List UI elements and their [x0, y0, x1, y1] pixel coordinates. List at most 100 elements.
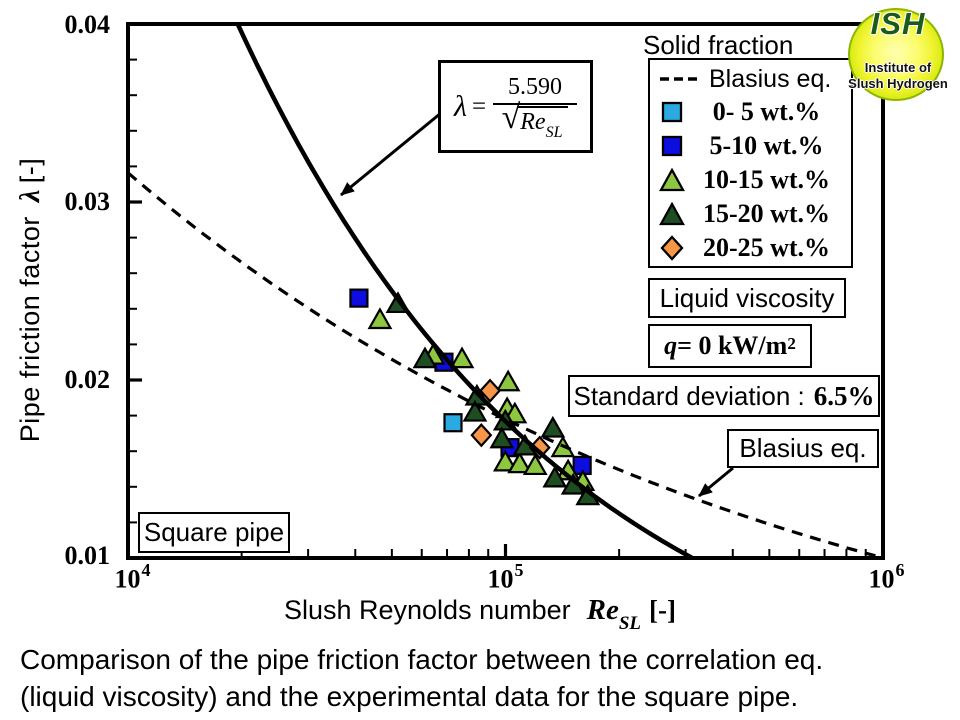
blasius-curve: [126, 171, 884, 560]
legend-entry-blasius: Blasius eq.: [650, 63, 851, 95]
square-pipe-label: Square pipe: [143, 517, 285, 547]
blasius-arrow: [698, 466, 734, 498]
data-point: [443, 413, 463, 433]
data-point: [449, 346, 475, 369]
legend-entry: 20-25 wt.%: [650, 231, 851, 265]
data-point: [540, 415, 566, 438]
equation-numerator: 5.590: [493, 74, 578, 105]
blasius-eq-box: Blasius eq.: [727, 429, 879, 468]
square-marker-icon: [661, 101, 683, 123]
square-pipe-box: Square pipe: [138, 512, 290, 553]
liquid-viscosity-label: Liquid viscosity: [659, 282, 835, 313]
data-point: [542, 465, 568, 488]
legend-marker: [659, 167, 685, 192]
caption-line-2: (liquid viscosity) and the experimental …: [20, 681, 799, 712]
x-tick-label: 104: [92, 560, 172, 595]
sqrt-symbol: √: [501, 98, 521, 136]
equation-radicand: ReSL: [517, 105, 569, 142]
equation-re-sub: SL: [545, 124, 563, 142]
re-subscript: SL: [618, 613, 642, 635]
heat-flux-box: q = 0 kW/m 2: [648, 324, 812, 368]
diamond-marker-icon: [660, 235, 684, 261]
logo-circle-icon: [848, 8, 944, 101]
equation-arrow: [340, 111, 442, 197]
legend-marker: [661, 135, 683, 157]
data-point: [492, 449, 518, 472]
y-tick-label: 0.04: [64, 10, 111, 39]
square-marker-icon: [661, 135, 683, 157]
y-tick-label: 0.03: [64, 187, 111, 216]
data-point: [462, 399, 488, 422]
caption-line-1: Comparison of the pipe friction factor b…: [20, 644, 824, 675]
q-exponent: 2: [787, 334, 796, 353]
logo-institute-line1: Institute of: [864, 60, 932, 75]
tick-base: 10: [114, 564, 141, 594]
q-value: = 0 kW/m: [677, 331, 788, 360]
correlation-curve: [235, 23, 694, 560]
legend-label: 15-20 wt.%: [702, 199, 831, 228]
tick-base: 10: [868, 564, 895, 594]
legend-box: Blasius eq. 0- 5 wt.% 5-10 wt.% 10-15 wt.% 1…: [648, 58, 853, 268]
legend-marker: [661, 101, 683, 123]
data-point: [367, 307, 393, 330]
legend-entry: 15-20 wt.%: [650, 197, 851, 231]
equation-fraction: 5.590 √ ReSL: [493, 74, 578, 142]
y-tick-label: 0.01: [64, 541, 111, 570]
plot-border: [126, 22, 885, 560]
tick-exp: 6: [895, 560, 905, 580]
std-value: 6.5%: [813, 380, 875, 411]
y-tick-label: 0.02: [64, 365, 111, 394]
q-symbol: q: [664, 331, 678, 360]
x-axis-title-text: Slush Reynolds number: [283, 595, 571, 625]
liquid-viscosity-box: Liquid viscosity: [648, 278, 846, 318]
lambda-symbol: λ: [15, 189, 46, 203]
legend-label: Blasius eq.: [709, 64, 832, 93]
tick-base: 10: [487, 564, 514, 594]
y-axis-unit: [-]: [15, 157, 45, 184]
y-axis-title: Pipe friction factor λ [-]: [15, 158, 47, 443]
equation-denominator: √ ReSL: [501, 98, 569, 142]
data-point: [349, 288, 369, 308]
x-axis-unit: [-]: [649, 595, 677, 625]
re-symbol: Re: [586, 594, 619, 626]
equation-equals: =: [471, 92, 487, 120]
legend-label: 5-10 wt.%: [709, 131, 824, 160]
equation-re: Re: [520, 108, 546, 135]
data-point: [412, 346, 438, 369]
legend-title: Solid fraction: [643, 30, 794, 60]
legend-label: 20-25 wt.%: [702, 233, 831, 262]
legend-entry: 10-15 wt.%: [650, 163, 851, 197]
ish-logo: ISH Institute of Slush Hydrogen: [842, 4, 954, 104]
x-axis-title: Slush Reynolds number ReSL [-]: [0, 594, 960, 635]
standard-deviation-box: Standard deviation : 6.5%: [568, 375, 880, 417]
x-tick-label: 105: [465, 560, 545, 595]
triangle-marker-icon: [659, 167, 685, 192]
data-point: [507, 451, 533, 474]
legend-label: 10-15 wt.%: [702, 165, 831, 194]
blasius-label: Blasius eq.: [739, 433, 867, 463]
triangle-marker-icon: [659, 201, 685, 226]
data-point: [470, 423, 493, 448]
data-point: [522, 453, 548, 476]
x-tick-label: 106: [846, 560, 926, 595]
std-label: Standard deviation :: [573, 380, 805, 411]
data-point: [479, 378, 502, 403]
logo-acronym: ISH: [870, 6, 926, 41]
data-point: [495, 369, 521, 392]
equation-lambda: λ: [453, 89, 467, 123]
legend-entry: 0- 5 wt.%: [650, 95, 851, 129]
figure-caption: Comparison of the pipe friction factor b…: [20, 641, 956, 715]
correlation-equation-box: λ = 5.590 √ ReSL: [438, 60, 593, 153]
legend-marker: [659, 201, 685, 226]
tick-exp: 4: [141, 560, 151, 580]
y-axis-title-text: Pipe friction factor: [15, 216, 45, 443]
data-point: [489, 426, 515, 449]
legend-label: 0- 5 wt.%: [712, 97, 821, 126]
logo-institute-line2: Slush Hydrogen: [848, 76, 948, 91]
dashed-line-icon: [660, 77, 702, 81]
tick-exp: 5: [514, 560, 524, 580]
legend-entry: 5-10 wt.%: [650, 129, 851, 163]
legend-marker: [660, 235, 684, 261]
